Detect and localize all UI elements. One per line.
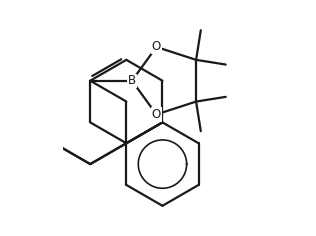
Text: O: O <box>152 41 161 54</box>
Text: O: O <box>152 108 161 121</box>
Text: B: B <box>128 74 136 87</box>
